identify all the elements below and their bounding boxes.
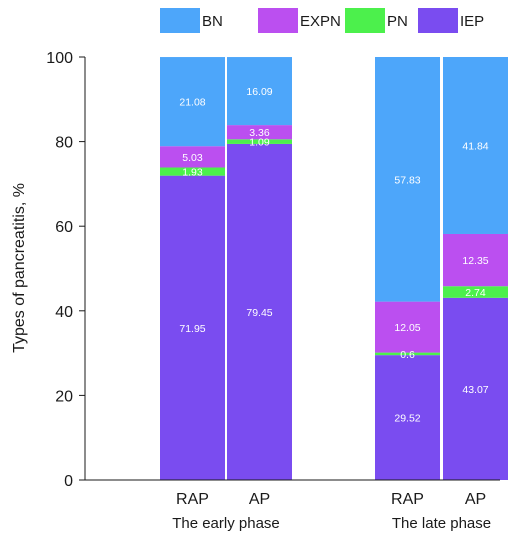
y-tick-label-100: 100 (46, 50, 73, 67)
bar-segment-pn-4 (443, 286, 508, 298)
bar-segment-iep-2 (227, 143, 292, 480)
data-label-iep-1: 71.95 (179, 323, 205, 335)
bar-segment-iep-4 (443, 297, 508, 480)
y-axis: 0 20 40 60 80 100 (46, 50, 500, 490)
x-axis-labels: RAP AP RAP AP The early phase The late phase (172, 491, 491, 532)
legend-label-iep: IEP (460, 13, 484, 30)
data-label-bn-2: 16.09 (246, 86, 272, 98)
x-category-label-3: RAP (391, 491, 424, 508)
bar-segment-bn-4 (443, 57, 508, 234)
data-label-bn-1: 21.08 (179, 97, 205, 109)
data-label-bn-3: 57.83 (394, 174, 420, 186)
bar-segment-expn-2 (227, 125, 292, 140)
legend-label-bn: BN (202, 13, 223, 30)
data-label-expn-2: 3.36 (249, 127, 270, 139)
data-label-pn-1: 1.93 (182, 167, 203, 179)
data-label-iep-4: 43.07 (462, 384, 488, 396)
x-category-label-2: AP (249, 491, 270, 508)
bars: 71.95 1.93 5.03 21.08 79.45 1.093.36 16.09 29.5… (160, 57, 508, 481)
y-axis-title: Types of pancreatitis, % (11, 183, 28, 353)
x-category-label-4: AP (465, 491, 486, 508)
data-label-bn-4: 41.84 (462, 140, 488, 152)
data-label-pn-2: 1.09 (249, 137, 270, 149)
data-label-expn-1: 5.03 (182, 152, 203, 164)
bar-segment-expn-3 (375, 301, 440, 353)
x-group-label-1: The early phase (172, 515, 280, 532)
legend-swatch-bn (160, 8, 200, 33)
bar-segment-bn-2 (227, 57, 292, 126)
data-label-iep-2: 79.45 (246, 307, 272, 319)
y-tick-label-80: 80 (55, 135, 73, 152)
bar-segment-iep-1 (160, 175, 225, 481)
bar-segment-pn-2 (227, 139, 292, 144)
legend-swatch-pn (345, 8, 385, 33)
bar-segment-bn-3 (375, 57, 440, 302)
y-tick-label-40: 40 (55, 304, 73, 321)
data-label-iep-3: 29.52 (394, 413, 420, 425)
y-tick-label-20: 20 (55, 388, 73, 405)
bar-segment-pn-1 (160, 167, 225, 176)
legend-swatch-iep (418, 8, 458, 33)
x-group-label-2: The late phase (392, 515, 491, 532)
bar-segment-bn-1 (160, 57, 225, 147)
data-label-expn-3: 12.05 (394, 322, 420, 334)
y-tick-label-60: 60 (55, 219, 73, 236)
bar-segment-expn-1 (160, 146, 225, 168)
bar-segment-expn-4 (443, 233, 508, 287)
legend: BN EXPN PN IEP (160, 8, 484, 33)
legend-label-pn: PN (387, 13, 408, 30)
legend-label-expn: EXPN (300, 13, 341, 30)
data-label-pn-4: 2.74 (465, 287, 486, 299)
bar-segment-pn-3 (375, 352, 440, 356)
bar-segment-iep-3 (375, 355, 440, 480)
y-tick-label-0: 0 (64, 473, 73, 490)
legend-swatch-expn (258, 8, 298, 33)
x-category-label-1: RAP (176, 491, 209, 508)
data-label-expn-4: 12.35 (462, 255, 488, 267)
data-label-pn-3: 0.6 (400, 349, 415, 361)
